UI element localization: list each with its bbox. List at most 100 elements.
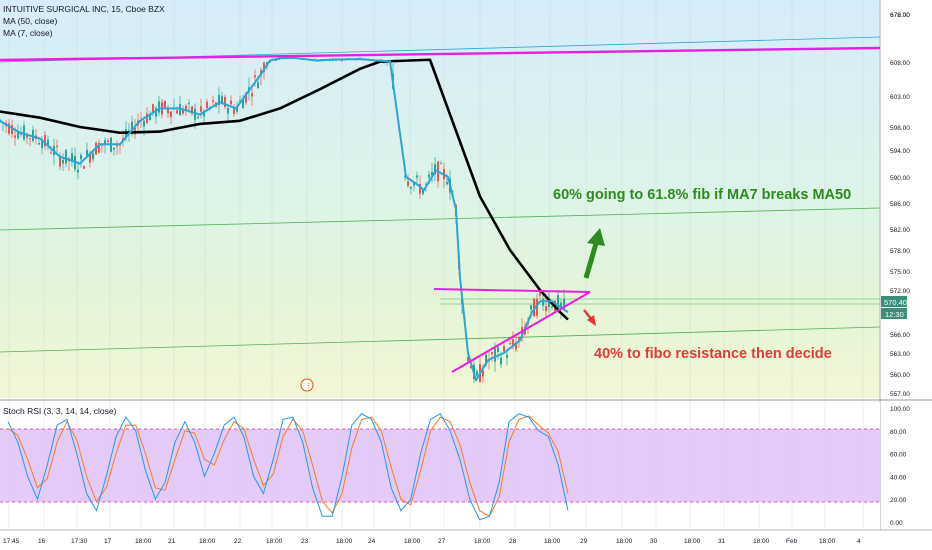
time-tick-label: 21 [168,538,176,545]
price-tick-label: 603.00 [890,94,910,101]
candle-body [467,357,469,361]
candle-body [533,299,535,317]
candle-body [44,134,46,146]
candle-body [86,149,88,156]
bear-arrow [583,309,596,326]
candle-body [203,110,205,117]
candle-body [242,99,244,109]
candle-body [143,120,145,127]
resistance-line [0,46,881,62]
time-tick-label: 31 [718,538,726,545]
candle-body [59,155,61,167]
candle-body [485,354,487,365]
price-tick-label: 557.00 [890,391,910,398]
candle-body [515,342,517,350]
time-tick-label: 18:00 [616,538,633,545]
candle-body [446,182,448,185]
time-tick-label: 17:45 [3,538,20,545]
candle-body [212,100,214,103]
time-tick-label: 4 [857,538,861,545]
price-tick-label: 560.00 [890,372,910,379]
candle-body [221,96,223,104]
candle-body [482,370,484,377]
candle-body [422,189,424,195]
candle-body [152,104,154,113]
event-marker-button[interactable]: ⋮ [300,378,314,392]
time-axis: 17:45 16 17:30 17 18:00 21 18:00 22 18:00 23 18:00… [3,538,861,545]
candle-body [251,93,253,97]
time-tick-label: Feb [786,538,798,545]
price-axis-background [880,0,932,550]
ma50-legend: MA (50, close) [3,16,57,26]
ma50-line [0,58,569,321]
rsi-tick-label: 0.00 [890,520,903,527]
candle-body [92,153,94,160]
rsi-overbought-oversold-band [0,429,880,502]
price-tick-label: 572.00 [890,288,910,295]
bull-arrow [583,228,605,279]
candle-body [254,75,256,78]
candle-body [149,114,151,121]
candle-body [560,302,562,308]
candle-body [206,101,208,109]
candle-body [197,116,199,119]
candle-body [236,106,238,112]
time-tick-label: 18:00 [266,538,283,545]
countdown-value: 12:30 [885,310,904,319]
candle-body [440,163,442,165]
candle-body [50,152,52,154]
time-tick-label: 18:00 [199,538,216,545]
time-tick-label: 23 [301,538,309,545]
candle-body [548,300,550,307]
time-tick-label: 27 [438,538,446,545]
candle-body [494,348,496,362]
candle-body [506,354,508,358]
candle-body [32,129,34,141]
candle-body [26,133,28,138]
candle-body [146,113,148,123]
ma7-line [0,56,569,382]
price-tick-label: 594.00 [890,148,910,155]
candle-body [425,183,427,185]
candle-body [503,346,505,352]
last-price-tag [881,296,907,307]
candle-body [182,108,184,114]
candle-body [170,111,172,118]
rsi-axis: 100.00 80.00 60.00 40.00 20.00 0.00 [890,406,910,527]
triangle-lower-line [451,291,591,373]
candle-body [89,153,91,163]
price-tick-label: 590.00 [890,175,910,182]
candle-body [194,108,196,120]
price-tick-label: 563.00 [890,351,910,358]
candle-body [191,106,193,114]
candle-body [167,108,169,114]
symbol-title: INTUITIVE SURGICAL INC, 15, Cboe BZX [3,4,165,14]
candle-body [563,298,565,310]
time-tick-label: 17:30 [71,538,88,545]
time-tick-label: 18:00 [336,538,353,545]
candle-body [500,357,502,365]
candle-body [530,305,532,310]
svg-text:⋮: ⋮ [305,383,312,390]
price-tick-label: 582.00 [890,227,910,234]
time-tick-label: 18:00 [819,538,836,545]
rsi-tick-label: 100.00 [890,406,910,413]
rsi-tick-label: 20.00 [890,497,907,504]
candle-body [239,100,241,102]
price-tick-label: 672.00 [890,12,910,19]
candle-body [200,106,202,112]
triangle-upper-line [433,288,591,293]
time-tick-label: 22 [234,538,242,545]
candle-body [410,186,412,189]
rsi-tick-label: 60.00 [890,452,907,459]
candle-body [230,100,232,105]
candle-body [470,365,472,369]
candle-body [419,184,421,194]
candle-body [551,306,553,308]
candle-body [104,140,106,146]
candle-body [233,108,235,115]
candle-body [179,104,181,116]
candle-body [116,145,118,147]
time-tick-label: 18:00 [135,538,152,545]
